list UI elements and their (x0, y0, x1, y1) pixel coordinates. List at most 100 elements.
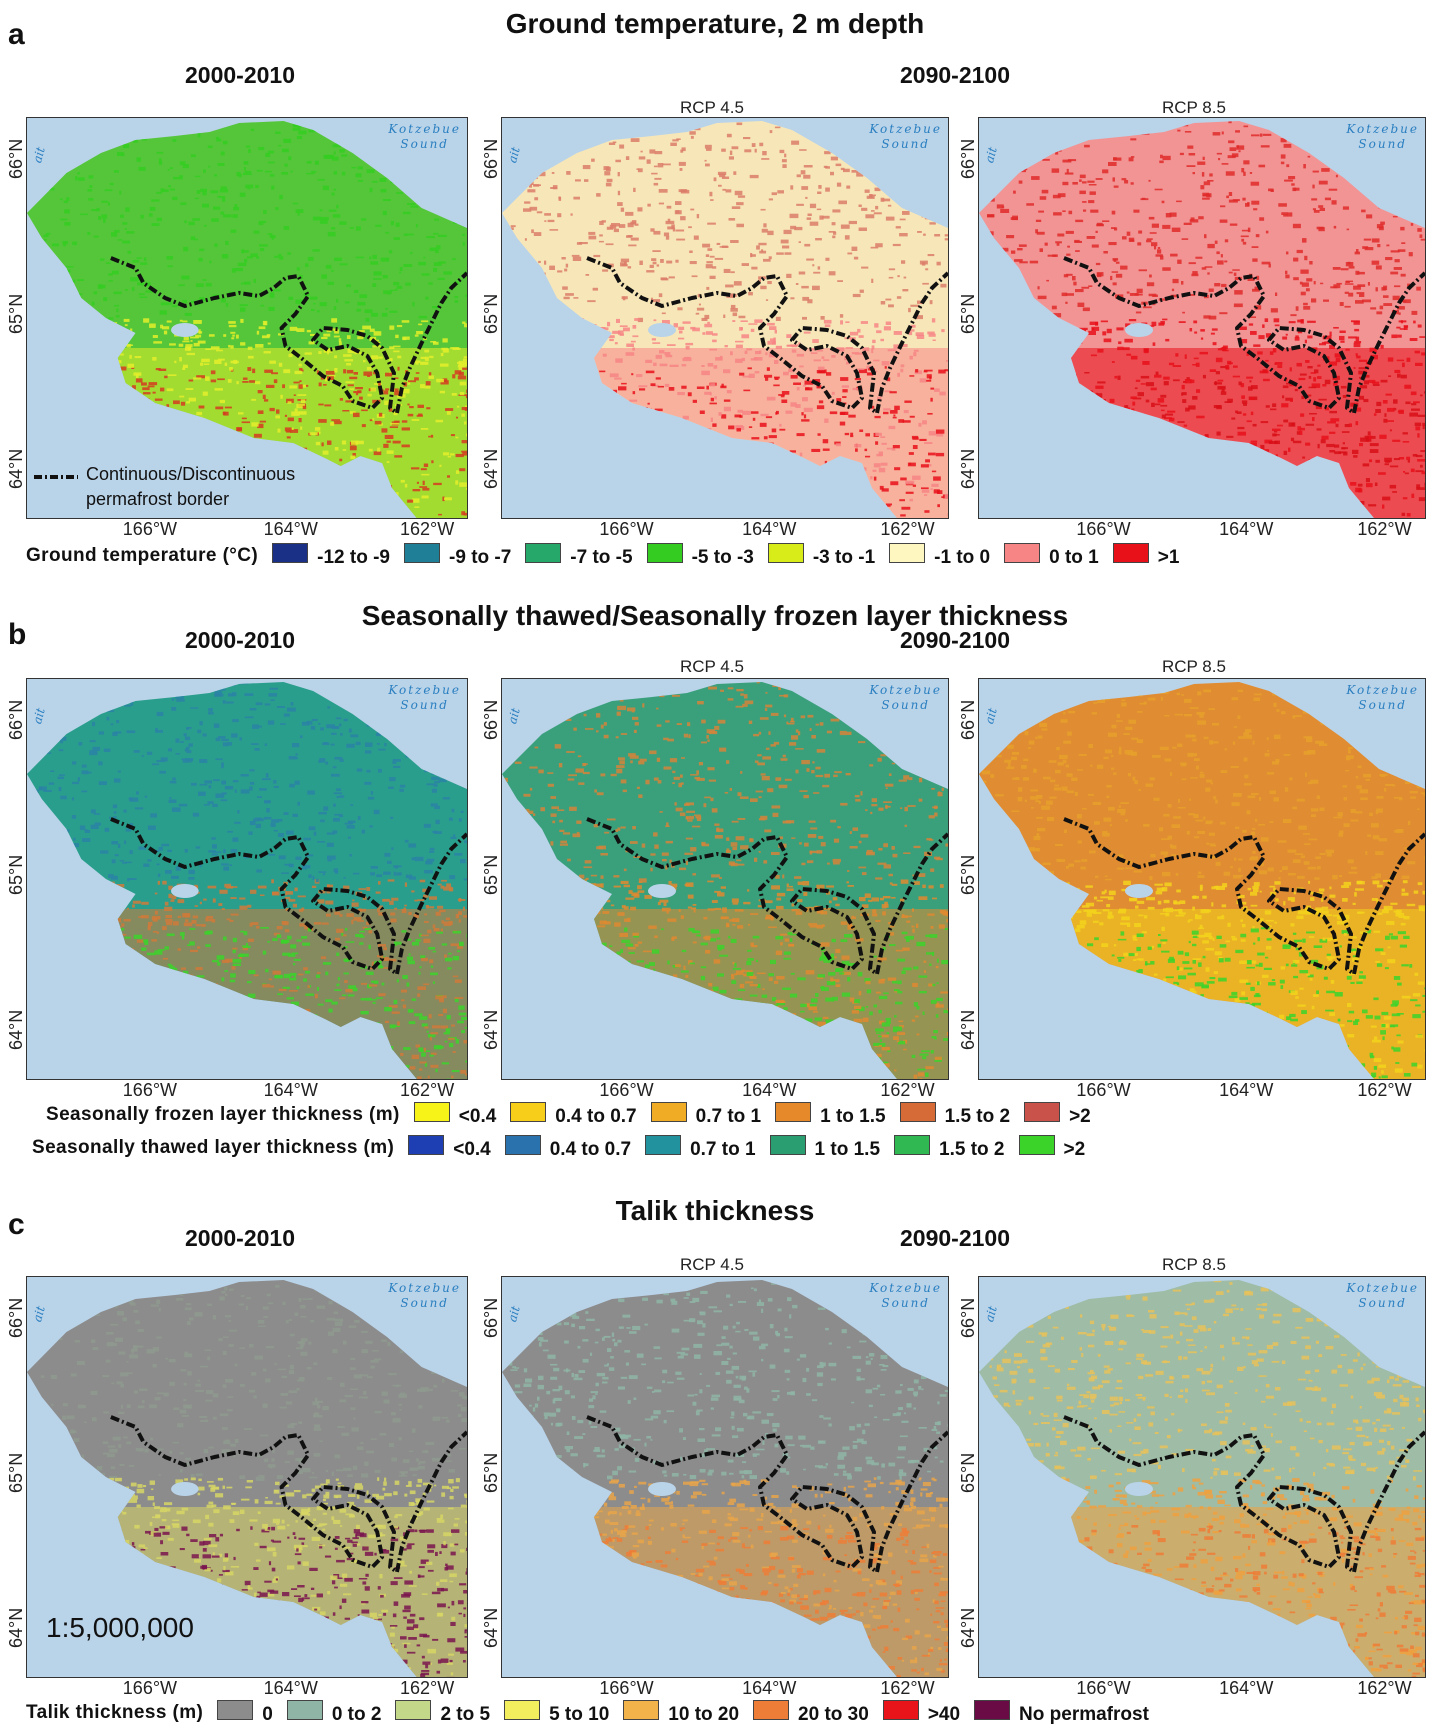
panel-letter-b: b (8, 618, 27, 651)
longitude-label: 166°W (599, 519, 654, 539)
map-b-rcp85: Kotzebue Sound ait (978, 678, 1426, 1080)
legend-title: Seasonally thawed layer thickness (m) (32, 1137, 395, 1158)
longitude-label: 164°W (742, 1080, 797, 1100)
legend-title: Talik thickness (m) (26, 1702, 204, 1723)
longitude-label: 166°W (1076, 1080, 1131, 1100)
latitude-label: 64°N (481, 448, 501, 489)
latitude-label: 64°N (6, 1009, 26, 1050)
longitude-label: 164°W (1219, 1080, 1274, 1100)
lake (827, 1626, 847, 1638)
longitude-label: 162°W (400, 1080, 455, 1100)
legend-talik: Talik thickness (m) 0 0 to 2 2 to 5 5 to 10… (26, 1700, 1149, 1726)
legend-label: <0.4 (453, 1139, 491, 1160)
lake (347, 1028, 368, 1040)
latitude-label: 66°N (6, 138, 26, 179)
legend-swatch (286, 1700, 323, 1720)
permafrost-border-line (110, 1415, 467, 1574)
latitude-label: 66°N (6, 1297, 26, 1338)
legend-swatch (767, 543, 804, 563)
map-c-rcp85: Kotzebue Sound ait (978, 1276, 1426, 1678)
legend-swatch (894, 1135, 931, 1155)
legend-label: >2 (1069, 1106, 1091, 1127)
legend-label: -3 to -1 (812, 547, 876, 568)
legend-label: 0.4 to 0.7 (555, 1106, 637, 1127)
latitude-label: 64°N (958, 1009, 978, 1050)
latitude-label: 65°N (6, 1452, 26, 1493)
longitude-label: 166°W (599, 1080, 654, 1100)
map-canvas (27, 1280, 467, 1677)
legend-label: >2 (1063, 1139, 1086, 1160)
legend-swatch (1018, 1135, 1055, 1155)
latitude-label: 65°N (481, 854, 501, 895)
legend-label: No permafrost (1019, 1704, 1149, 1725)
legend-label: 1.5 to 2 (944, 1106, 1011, 1127)
legend-label: 0.4 to 0.7 (549, 1139, 632, 1160)
latitude-label: 64°N (481, 1607, 501, 1648)
map-b-rcp45: Kotzebue Sound ait (501, 678, 949, 1080)
scenario-rcp45-c: RCP 4.5 (680, 1255, 744, 1274)
legend-swatch (413, 1102, 450, 1122)
sea-label-kotzebue-sound: Kotzebue Sound (1346, 122, 1419, 151)
latitude-label: 65°N (958, 854, 978, 895)
scenario-rcp45-b: RCP 4.5 (680, 657, 744, 676)
latitude-label: 66°N (481, 138, 501, 179)
latitude-label: 66°N (481, 1297, 501, 1338)
longitude-label: 162°W (400, 1678, 455, 1698)
longitude-label: 166°W (1076, 519, 1131, 539)
map-canvas (979, 682, 1425, 1079)
permafrost-border-line (1063, 256, 1425, 415)
latitude-label: 65°N (481, 293, 501, 334)
map-canvas (502, 121, 948, 518)
legend-swatch (1004, 543, 1041, 563)
longitude-label: 164°W (263, 1080, 318, 1100)
legend-swatch (504, 1700, 541, 1720)
legend-swatch (646, 543, 683, 563)
sea-label-kotzebue-sound: Kotzebue Sound (1346, 683, 1419, 712)
legend-label: -1 to 0 (934, 547, 991, 568)
latitude-label: 64°N (958, 1607, 978, 1648)
latitude-label: 65°N (6, 293, 26, 334)
scenario-rcp85-b: RCP 8.5 (1162, 657, 1226, 676)
legend-label: 5 to 10 (549, 1704, 610, 1725)
legend-label: 0 (262, 1704, 273, 1725)
legend-label: >1 (1157, 547, 1180, 568)
longitude-label: 164°W (742, 519, 797, 539)
longitude-label: 162°W (400, 519, 455, 539)
longitude-label: 164°W (1219, 519, 1274, 539)
latitude-label: 66°N (958, 1297, 978, 1338)
map-b-baseline: Kotzebue Sound ait (26, 678, 468, 1080)
legend-swatch (1112, 543, 1149, 563)
longitude-label: 162°W (880, 519, 935, 539)
lake (171, 1482, 199, 1496)
map-canvas (502, 1280, 948, 1677)
border-legend-line1: Continuous/Discontinuous (86, 464, 296, 484)
legend-swatch (645, 1135, 682, 1155)
legend-swatch (775, 1102, 812, 1122)
legend-swatch (623, 1700, 660, 1720)
legend-swatch (404, 543, 441, 563)
legend-label: 20 to 30 (798, 1704, 869, 1725)
legend-frozen-layer: Seasonally frozen layer thickness (m) <0… (46, 1102, 1091, 1128)
legend-label: 1 to 1.5 (814, 1139, 881, 1160)
legend-swatch (1024, 1102, 1061, 1122)
legend-swatch (408, 1135, 445, 1155)
longitude-label: 166°W (122, 1080, 178, 1100)
legend-swatch (769, 1135, 806, 1155)
lake (1125, 323, 1153, 337)
map-c-rcp45: Kotzebue Sound ait (501, 1276, 949, 1678)
longitude-label: 166°W (122, 1678, 178, 1698)
lake (827, 1028, 847, 1040)
lake (171, 323, 199, 337)
section-title-a: Ground temperature, 2 m depth (505, 8, 925, 39)
legend-title: Ground temperature (°C) (26, 545, 259, 566)
map-a-rcp45: Kotzebue Sound ait (501, 117, 949, 519)
sea-label-kotzebue-sound: Kotzebue Sound (869, 122, 942, 151)
dashed-line-icon (34, 475, 78, 480)
legend-label: 1.5 to 2 (939, 1139, 1005, 1160)
map-scale: 1:5,000,000 (46, 1612, 194, 1643)
legend-swatch (272, 543, 309, 563)
sea-label-kotzebue-sound: Kotzebue Sound (388, 1281, 461, 1310)
lake (648, 884, 676, 898)
permafrost-border-line (586, 817, 948, 976)
period-baseline-c: 2000-2010 (185, 1225, 295, 1251)
